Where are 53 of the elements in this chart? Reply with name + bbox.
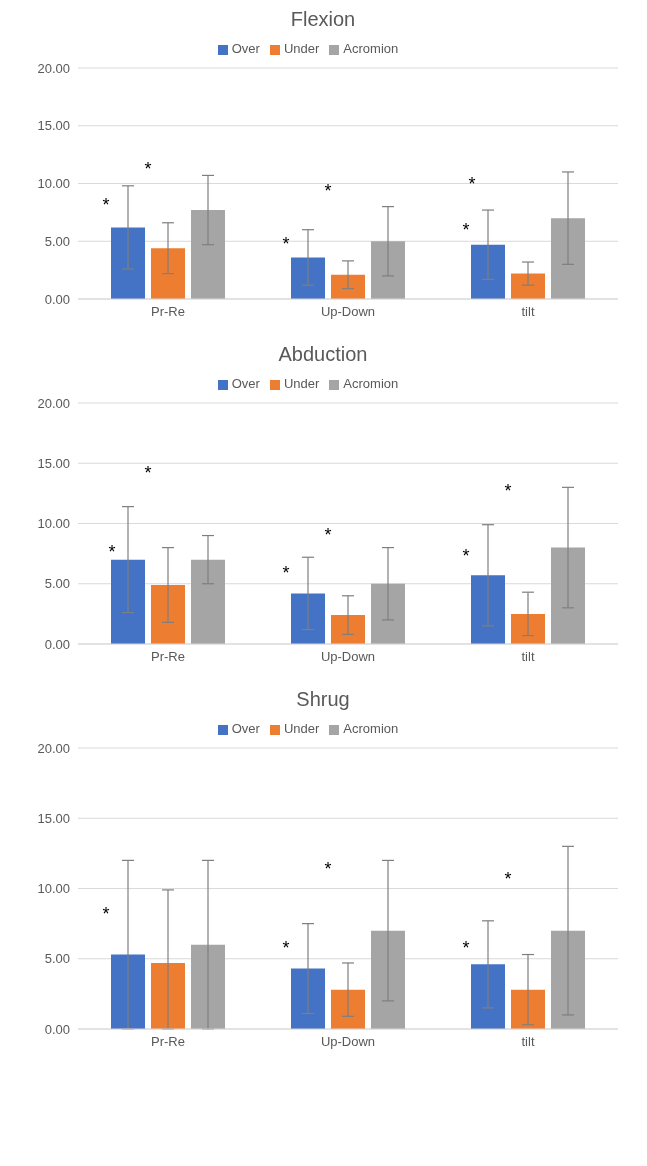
legend-label: Under [283, 721, 320, 736]
annotation: * [324, 859, 332, 880]
y-tick-label: 15.00 [37, 455, 70, 471]
chart-title: Shrug [295, 688, 351, 711]
annotation: * [462, 546, 470, 567]
y-tick-label: 5.00 [44, 576, 70, 592]
x-tick-label: tilt [521, 1034, 535, 1050]
y-tick-label: 0.00 [44, 636, 70, 652]
legend-label: Acromion [343, 721, 399, 736]
chart-title: Abduction [277, 343, 369, 366]
annotation: * [504, 481, 512, 502]
y-tick-label: 5.00 [44, 951, 70, 967]
annotation: * [462, 220, 470, 241]
y-tick-label: 15.00 [37, 810, 70, 826]
x-tick-label: Up-Down [320, 304, 376, 320]
annotation: * [282, 563, 290, 584]
x-tick-label: Pr-Re [151, 649, 185, 665]
y-tick-label: 5.00 [44, 233, 70, 249]
legend-label: Acromion [343, 41, 399, 56]
x-tick-label: Up-Down [320, 1034, 376, 1050]
annotation: * [468, 173, 476, 194]
y-tick-label: 20.00 [37, 740, 70, 756]
chart-title: Flexion [289, 8, 357, 31]
annotation: * [102, 194, 110, 215]
annotation: * [282, 233, 290, 254]
annotation: * [324, 180, 332, 201]
y-tick-label: 0.00 [44, 1021, 70, 1037]
annotation: * [102, 904, 110, 925]
annotation: * [108, 541, 116, 562]
legend-label: Acromion [343, 376, 399, 391]
x-tick-label: Pr-Re [151, 1034, 185, 1050]
x-tick-label: Up-Down [320, 649, 376, 665]
y-tick-label: 10.00 [37, 516, 70, 532]
annotation: * [144, 463, 152, 484]
annotation: * [504, 869, 512, 890]
y-tick-label: 0.00 [44, 291, 70, 307]
y-tick-label: 10.00 [37, 881, 70, 897]
annotation: * [282, 937, 290, 958]
legend-label: Over [231, 376, 260, 391]
y-tick-label: 10.00 [37, 176, 70, 192]
legend-label: Over [231, 721, 260, 736]
y-tick-label: 15.00 [37, 118, 70, 134]
x-tick-label: tilt [521, 304, 535, 320]
y-tick-label: 20.00 [37, 395, 70, 411]
x-tick-label: Pr-Re [151, 304, 185, 320]
annotation: * [324, 524, 332, 545]
y-tick-label: 20.00 [37, 60, 70, 76]
legend-label: Over [231, 41, 260, 56]
x-tick-label: tilt [521, 649, 535, 665]
annotation: * [462, 937, 470, 958]
legend-label: Under [283, 41, 320, 56]
annotation: * [144, 158, 152, 179]
legend-label: Under [283, 376, 320, 391]
